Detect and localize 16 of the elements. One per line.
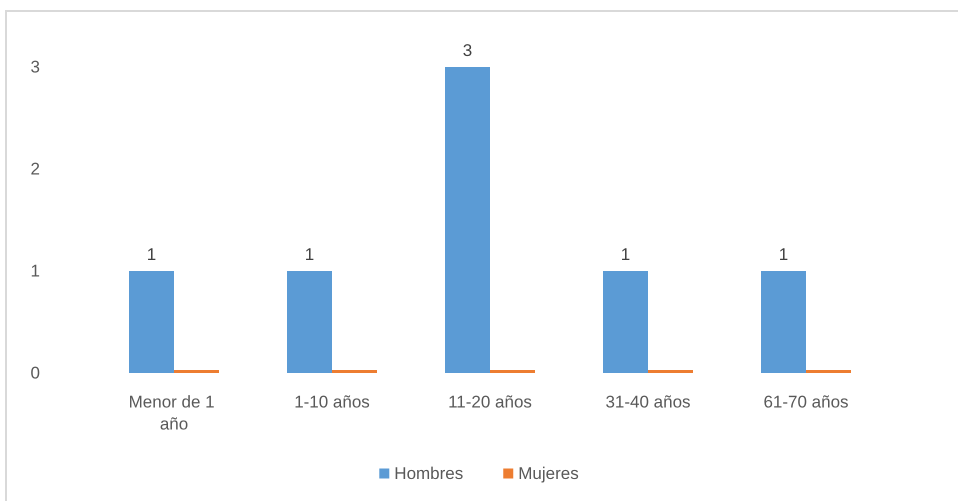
y-tick-label: 3 [30, 58, 40, 76]
data-label: 1 [304, 245, 314, 264]
x-tick-label: 61-70 años [763, 392, 849, 412]
x-tick-label: Menor de 1 año [128, 392, 220, 434]
legend-label: Hombres [394, 464, 464, 483]
y-tick-label: 0 [30, 364, 40, 382]
y-tick-label: 1 [30, 262, 40, 280]
data-label: 3 [462, 41, 472, 60]
y-tick-label: 2 [30, 160, 40, 178]
x-tick-label: 31-40 años [605, 392, 691, 412]
x-tick-label: 11-20 años [448, 392, 532, 412]
legend-label: Mujeres [518, 464, 579, 483]
data-label: 1 [778, 245, 788, 264]
x-tick-label: 1-10 años [294, 392, 370, 412]
data-label: 1 [146, 245, 156, 264]
data-label: 1 [620, 245, 630, 264]
